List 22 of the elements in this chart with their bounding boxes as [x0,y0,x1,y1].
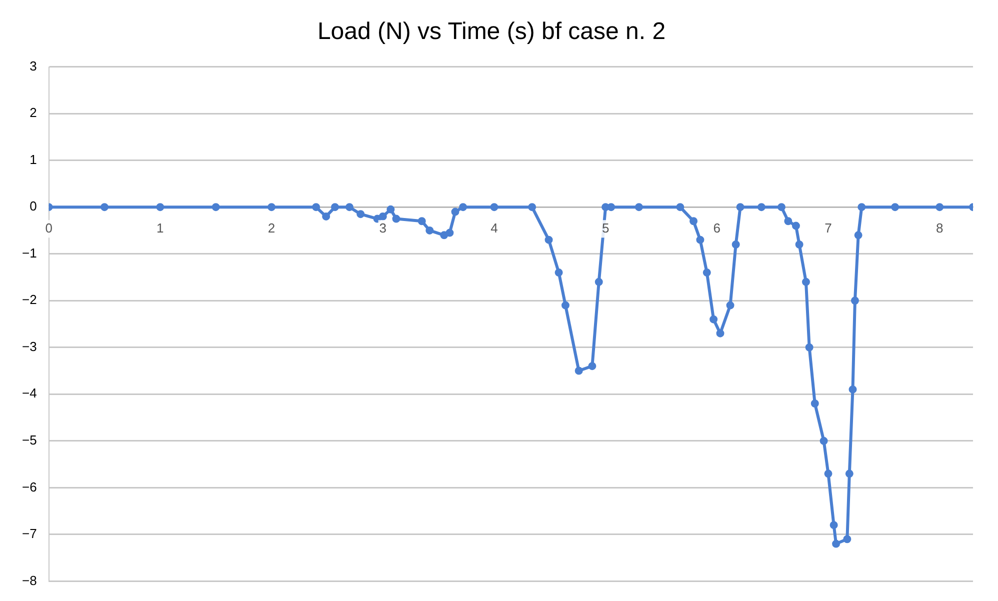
x-tick-label: 2 [268,220,276,236]
y-tick-label: 3 [30,58,37,74]
x-tick-label: 0 [45,220,52,236]
y-tick-label: −1 [22,245,37,260]
y-tick-label: 1 [30,152,37,167]
y-tick-label: −7 [22,526,37,542]
y-tick-label: 0 [30,198,37,214]
x-tick-label: 6 [713,220,721,236]
x-tick-label: 4 [490,220,498,236]
x-tick-label: 5 [602,220,610,236]
y-tick-label: 2 [30,105,37,120]
y-tick-label: −6 [22,479,37,494]
x-tick-label: 3 [379,220,386,236]
y-tick-label: −4 [22,386,37,401]
x-tick-label: 7 [824,220,832,236]
y-tick-label: −2 [22,292,37,308]
x-tick-label: 8 [936,220,944,236]
chart-title: Load (N) vs Time (s) bf case n. 2 [317,18,666,46]
y-tick-label: −5 [22,432,37,448]
y-tick-label: −8 [22,572,37,588]
y-tick-label: −3 [22,338,37,354]
x-tick-label: 1 [156,220,164,236]
